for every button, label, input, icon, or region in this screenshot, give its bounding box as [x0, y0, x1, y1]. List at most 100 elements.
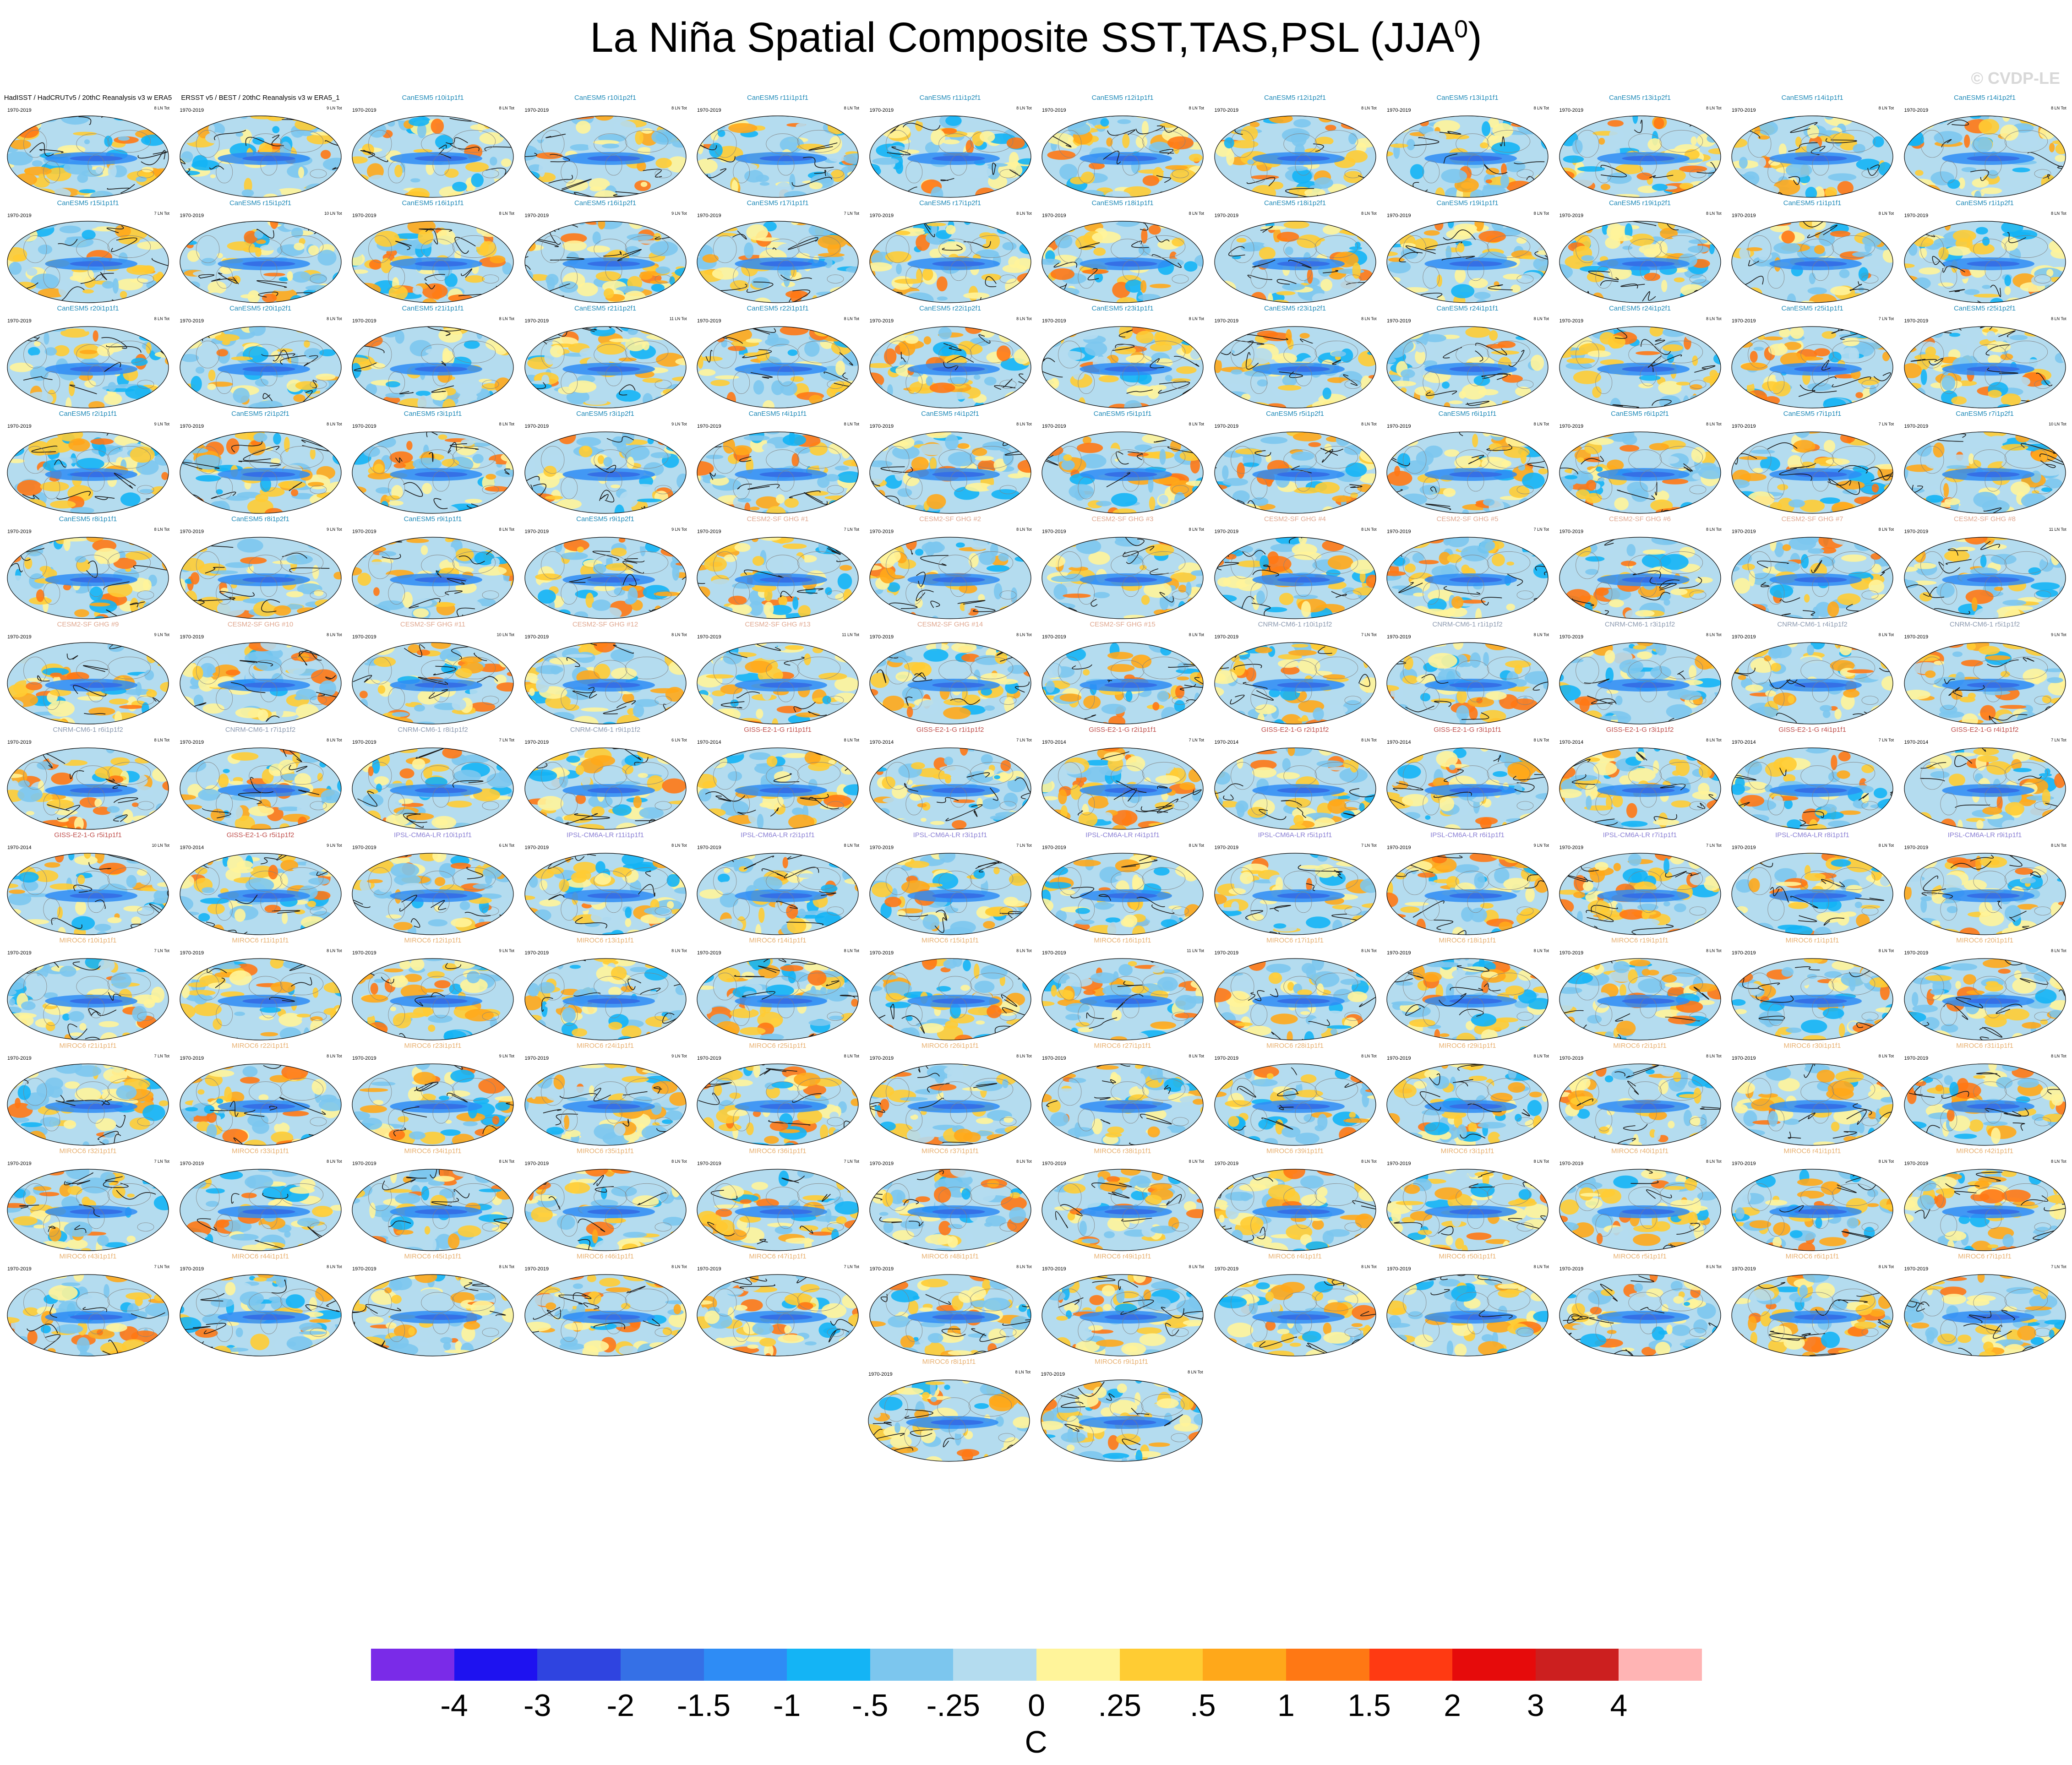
- panel-period: 1970-2019: [180, 424, 204, 429]
- panel-period: 1970-2019: [352, 1056, 376, 1061]
- panel-period: 1970-2019: [1042, 634, 1066, 640]
- global-anomaly-map: [1386, 958, 1549, 1040]
- panel-title: CanESM5 r6i1p2f1: [1611, 410, 1669, 418]
- colorbar-swatch: [1203, 1649, 1286, 1681]
- global-anomaly-map: [697, 221, 859, 303]
- panel-period: 1970-2019: [1041, 1372, 1065, 1377]
- map-panel: MIROC6 r9i1p1f1 1970-2019 8 LN Tot: [1037, 1358, 1206, 1462]
- map-panel: MIROC6 r23i1p1f1 1970-2019 9 LN Tot: [349, 1042, 517, 1146]
- map-panel: MIROC6 r46i1p1f1 1970-2019 8 LN Tot: [521, 1253, 690, 1356]
- map-panel: GISS-E2-1-G r1i1p1f1 1970-2014 8 LN Tot: [693, 726, 862, 830]
- panel-title: IPSL-CM6A-LR r2i1p1f1: [741, 831, 815, 839]
- panel-title: MIROC6 r4i1p1f1: [1268, 1253, 1322, 1260]
- panel-title: MIROC6 r25i1p1f1: [749, 1042, 807, 1050]
- global-anomaly-map: [524, 537, 687, 619]
- panel-period: 1970-2019: [869, 424, 894, 429]
- panel-title: CNRM-CM6-1 r10i1p1f2: [1258, 621, 1332, 628]
- map-panel: CanESM5 r10i1p2f1 1970-2019 8 LN Tot: [521, 94, 690, 198]
- panel-event-count: 8 LN Tot: [1016, 316, 1032, 321]
- map-panel: CESM2-SF GHG #6 1970-2019 8 LN Tot: [1556, 515, 1724, 619]
- panel-title: CanESM5 r13i1p2f1: [1609, 94, 1671, 102]
- panel-event-count: 9 LN Tot: [2051, 632, 2067, 637]
- global-anomaly-map: [1214, 747, 1376, 830]
- panel-period: 1970-2019: [697, 108, 721, 113]
- panel-title: MIROC6 r33i1p1f1: [231, 1147, 289, 1155]
- panel-event-count: 6 LN Tot: [671, 738, 687, 742]
- global-anomaly-map: [352, 115, 514, 198]
- panel-title: CESM2-SF GHG #2: [919, 515, 981, 523]
- panel-period: 1970-2019: [1387, 1161, 1411, 1166]
- global-anomaly-map: [7, 326, 169, 409]
- map-panel: MIROC6 r4i1p1f1 1970-2019 8 LN Tot: [1211, 1253, 1380, 1356]
- panel-event-count: 7 LN Tot: [1878, 422, 1894, 426]
- panel-event-count: 8 LN Tot: [1189, 1159, 1204, 1164]
- map-panel: GISS-E2-1-G r3i1p1f2 1970-2014 8 LN Tot: [1556, 726, 1724, 830]
- global-anomaly-map: [869, 537, 1031, 619]
- panel-period: 1970-2019: [868, 1372, 893, 1377]
- map-panel: MIROC6 r20i1p1f1 1970-2019 8 LN Tot: [1901, 937, 2069, 1040]
- panel-event-count: 8 LN Tot: [1016, 106, 1032, 110]
- panel-event-count: 8 LN Tot: [1015, 1370, 1031, 1374]
- global-anomaly-map: [697, 1274, 859, 1356]
- panel-event-count: 7 LN Tot: [1361, 632, 1377, 637]
- panel-title: MIROC6 r28i1p1f1: [1266, 1042, 1324, 1050]
- global-anomaly-map: [1386, 1063, 1549, 1146]
- panel-period: 1970-2019: [524, 318, 549, 324]
- panel-period: 1970-2019: [1214, 529, 1239, 534]
- panel-event-count: 8 LN Tot: [327, 632, 342, 637]
- panel-event-count: 8 LN Tot: [1361, 1054, 1377, 1058]
- panel-event-count: 8 LN Tot: [1706, 1264, 1722, 1269]
- map-panel: MIROC6 r45i1p1f1 1970-2019 8 LN Tot: [349, 1253, 517, 1356]
- colorbar-swatch: [454, 1649, 538, 1681]
- map-panel: CNRM-CM6-1 r10i1p1f2 1970-2019 7 LN Tot: [1211, 621, 1380, 725]
- panel-title: MIROC6 r16i1p1f1: [1094, 937, 1151, 944]
- panel-event-count: 8 LN Tot: [1016, 211, 1032, 216]
- global-anomaly-map: [1041, 431, 1204, 514]
- global-anomaly-map: [1041, 958, 1204, 1040]
- panel-title: MIROC6 r44i1p1f1: [231, 1253, 289, 1260]
- panel-period: 1970-2019: [524, 845, 549, 850]
- panel-title: CanESM5 r1i1p1f1: [1783, 199, 1842, 207]
- global-anomaly-map: [1041, 326, 1204, 409]
- map-panel: CanESM5 r4i1p1f1 1970-2019 8 LN Tot: [693, 410, 862, 514]
- map-panel: CNRM-CM6-1 r9i1p1f2 1970-2019 6 LN Tot: [521, 726, 690, 830]
- global-anomaly-map: [1041, 221, 1204, 303]
- panel-title: MIROC6 r49i1p1f1: [1094, 1253, 1151, 1260]
- global-anomaly-map: [1386, 853, 1549, 935]
- panel-event-count: 7 LN Tot: [154, 948, 169, 953]
- colorbar-ticks: -4 -3 -2 -1.5 -1 -.5 -.25 0 .25 .5 1 1.5 2 3 4: [0, 1688, 2072, 1724]
- panel-title: CanESM5 r9i1p2f1: [576, 515, 634, 523]
- panel-title: CanESM5 r2i1p1f1: [59, 410, 117, 418]
- map-panel: GISS-E2-1-G r2i1p1f1 1970-2014 7 LN Tot: [1038, 726, 1207, 830]
- map-panel: CESM2-SF GHG #11 1970-2019 10 LN Tot: [349, 621, 517, 725]
- panel-title: MIROC6 r41i1p1f1: [1783, 1147, 1841, 1155]
- global-anomaly-map: [1214, 115, 1376, 198]
- map-panel: CESM2-SF GHG #8 1970-2019 11 LN Tot: [1901, 515, 2069, 619]
- panel-period: 1970-2019: [1387, 950, 1411, 956]
- panel-event-count: 8 LN Tot: [1361, 422, 1377, 426]
- global-anomaly-map: [869, 115, 1031, 198]
- map-panel: MIROC6 r18i1p1f1 1970-2019 8 LN Tot: [1383, 937, 1552, 1040]
- map-panel: IPSL-CM6A-LR r6i1p1f1 1970-2019 9 LN Tot: [1383, 831, 1552, 935]
- panel-title: CanESM5 r7i1p1f1: [1783, 410, 1842, 418]
- panel-event-count: 8 LN Tot: [1361, 316, 1377, 321]
- panel-event-count: 7 LN Tot: [844, 1159, 859, 1164]
- map-panel: MIROC6 r41i1p1f1 1970-2019 8 LN Tot: [1728, 1147, 1897, 1251]
- colorbar-swatch: [620, 1649, 704, 1681]
- map-panel: CanESM5 r4i1p2f1 1970-2019 8 LN Tot: [866, 410, 1035, 514]
- global-anomaly-map: [697, 958, 859, 1040]
- global-anomaly-map: [1903, 326, 2066, 409]
- global-anomaly-map: [697, 115, 859, 198]
- panel-period: 1970-2014: [1387, 740, 1411, 745]
- panel-period: 1970-2019: [7, 1056, 32, 1061]
- global-anomaly-map: [1214, 537, 1376, 619]
- panel-period: 1970-2019: [1559, 1056, 1584, 1061]
- panel-title: MIROC6 r46i1p1f1: [576, 1253, 634, 1260]
- panel-event-count: 8 LN Tot: [1706, 422, 1722, 426]
- map-panel: CanESM5 r8i1p1f1 1970-2019 8 LN Tot: [4, 515, 172, 619]
- panel-event-count: 8 LN Tot: [327, 422, 342, 426]
- panel-title: MIROC6 r11i1p1f1: [232, 937, 289, 944]
- panel-period: 1970-2019: [697, 318, 721, 324]
- panel-title: MIROC6 r9i1p1f1: [1095, 1358, 1148, 1366]
